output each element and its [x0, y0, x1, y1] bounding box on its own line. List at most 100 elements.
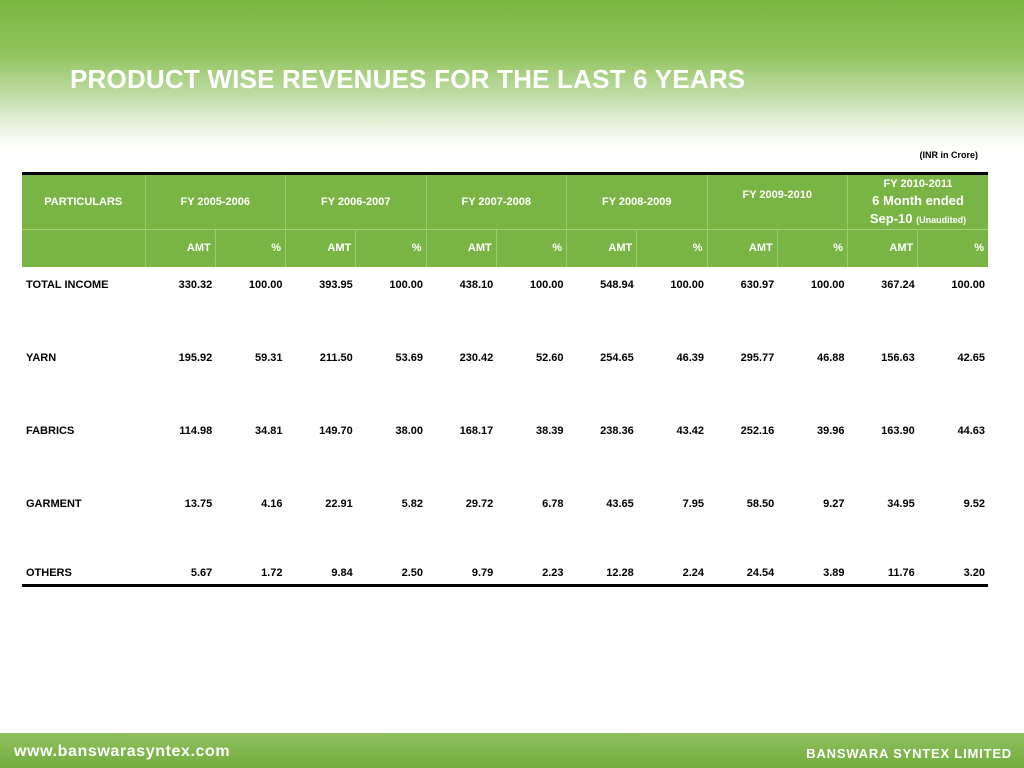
- particulars-header: PARTICULARS: [22, 172, 146, 230]
- sub-header-amt: AMT: [145, 229, 216, 267]
- cell: 163.90: [881, 424, 915, 437]
- cell: 38.39: [535, 424, 564, 437]
- cell: 52.60: [535, 351, 564, 364]
- cell: 100.00: [529, 278, 564, 291]
- cell: 6.78: [542, 497, 564, 510]
- cell: 46.88: [816, 351, 845, 364]
- sub-header-amt: AMT: [566, 229, 638, 267]
- cell: 548.94: [600, 278, 634, 291]
- sub-header-pct: %: [355, 229, 427, 267]
- cell: 53.69: [395, 351, 423, 364]
- cell: 2.24: [636, 558, 707, 587]
- cell: 42.65: [957, 351, 986, 364]
- cell: 9.84: [285, 558, 356, 587]
- sub-header-pct: %: [496, 229, 568, 267]
- cell: 24.54: [707, 558, 778, 587]
- cell: 5.82: [401, 497, 423, 510]
- cell: 195.92: [178, 351, 213, 364]
- year-header-2007-2008: FY 2007-2008: [426, 172, 567, 230]
- cell: 11.76: [847, 558, 918, 587]
- unaudited-note: (Unaudited): [916, 215, 967, 225]
- cell: 3.89: [777, 558, 848, 587]
- cell: 34.95: [887, 497, 915, 510]
- cell: 2.23: [496, 558, 567, 587]
- cell: 630.97: [740, 278, 775, 291]
- year-header-2010-2011: FY 2010-2011 6 Month ended Sep-10 (Unaud…: [847, 172, 989, 230]
- cell: 100.00: [951, 278, 986, 291]
- sub-header-pct: %: [636, 229, 708, 267]
- year-2010-2011-label: FY 2010-2011: [883, 178, 953, 190]
- row-label: TOTAL INCOME: [26, 278, 109, 291]
- cell: 43.42: [676, 424, 704, 437]
- footer-company-name: BANSWARA SYNTEX LIMITED: [806, 746, 1012, 761]
- year-header-row: PARTICULARS FY 2005-2006 FY 2006-2007 FY…: [22, 172, 989, 230]
- year-2010-2011-period: 6 Month ended: [872, 193, 964, 208]
- cell: 330.32: [178, 278, 213, 291]
- cell: 168.17: [459, 424, 494, 437]
- cell: 100.00: [810, 278, 845, 291]
- cell: 2.50: [355, 558, 426, 587]
- year-header-2008-2009: FY 2008-2009: [566, 172, 708, 230]
- cell: 4.16: [261, 497, 283, 510]
- cell: 393.95: [319, 278, 353, 291]
- row-label: YARN: [26, 351, 57, 364]
- sub-header-amt: AMT: [285, 229, 357, 267]
- revenue-table: PARTICULARS FY 2005-2006 FY 2006-2007 FY…: [22, 172, 989, 587]
- cell: 367.24: [881, 278, 915, 291]
- cell: 9.27: [823, 497, 845, 510]
- cell: 12.28: [566, 558, 637, 587]
- cell: 5.67: [145, 558, 216, 587]
- cell: 9.79: [426, 558, 497, 587]
- cell: 29.72: [465, 497, 494, 510]
- cell: 13.75: [184, 497, 213, 510]
- cell: 149.70: [319, 424, 353, 437]
- year-2010-2011-month: Sep-10: [869, 211, 913, 226]
- unit-note: (INR in Crore): [919, 150, 979, 160]
- cell: 39.96: [816, 424, 845, 437]
- sub-header-amt: AMT: [847, 229, 919, 267]
- row-label: GARMENT: [26, 497, 82, 510]
- cell: 59.31: [254, 351, 283, 364]
- cell: 254.65: [600, 351, 634, 364]
- cell: 100.00: [389, 278, 423, 291]
- sub-header-row: AMT % AMT % AMT % AMT % AMT % AMT %: [22, 229, 989, 267]
- cell: 100.00: [670, 278, 704, 291]
- sub-header-amt: AMT: [707, 229, 778, 267]
- sub-header-pct: %: [777, 229, 849, 267]
- table-row: OTHERS 5.67 1.72 9.84 2.50 9.79 2.23 12.…: [22, 558, 989, 587]
- cell: 44.63: [957, 424, 986, 437]
- cell: 238.36: [600, 424, 634, 437]
- sub-header-blank: [22, 229, 146, 267]
- year-header-2009-2010: FY 2009-2010: [707, 172, 848, 230]
- year-header-2006-2007: FY 2006-2007: [285, 172, 427, 230]
- page-title: PRODUCT WISE REVENUES FOR THE LAST 6 YEA…: [70, 64, 746, 94]
- cell: 7.95: [682, 497, 704, 510]
- cell: 211.50: [319, 351, 353, 364]
- cell: 3.20: [917, 558, 989, 587]
- cell: 1.72: [215, 558, 286, 587]
- cell: 438.10: [459, 278, 494, 291]
- revenue-table-container: PARTICULARS FY 2005-2006 FY 2006-2007 FY…: [22, 172, 989, 587]
- table-row: GARMENT 13.75 4.16 22.91 5.82 29.72 6.78…: [22, 486, 988, 559]
- footer-bar: www.banswarasyntex.com BANSWARA SYNTEX L…: [0, 733, 1024, 768]
- table-row: YARN 195.92 59.31 211.50 53.69 230.42 52…: [22, 340, 988, 413]
- sub-header-pct: %: [917, 229, 989, 267]
- cell: 295.77: [740, 351, 775, 364]
- footer-website-link[interactable]: www.banswarasyntex.com: [14, 743, 231, 760]
- table-row: FABRICS 114.98 34.81 149.70 38.00 168.17…: [22, 413, 988, 486]
- header-band: [0, 0, 1024, 150]
- row-label: FABRICS: [26, 424, 75, 437]
- cell: 100.00: [248, 278, 283, 291]
- sub-header-pct: %: [215, 229, 287, 267]
- sub-header-amt: AMT: [426, 229, 497, 267]
- cell: 9.52: [963, 497, 986, 510]
- cell: 156.63: [881, 351, 915, 364]
- table-row: TOTAL INCOME 330.32 100.00 393.95 100.00…: [22, 267, 988, 340]
- cell: 38.00: [395, 424, 423, 437]
- year-header-2005-2006: FY 2005-2006: [145, 172, 286, 230]
- row-label: OTHERS: [22, 558, 145, 587]
- cell: 58.50: [746, 497, 775, 510]
- cell: 114.98: [179, 424, 213, 437]
- cell: 230.42: [459, 351, 494, 364]
- cell: 46.39: [676, 351, 704, 364]
